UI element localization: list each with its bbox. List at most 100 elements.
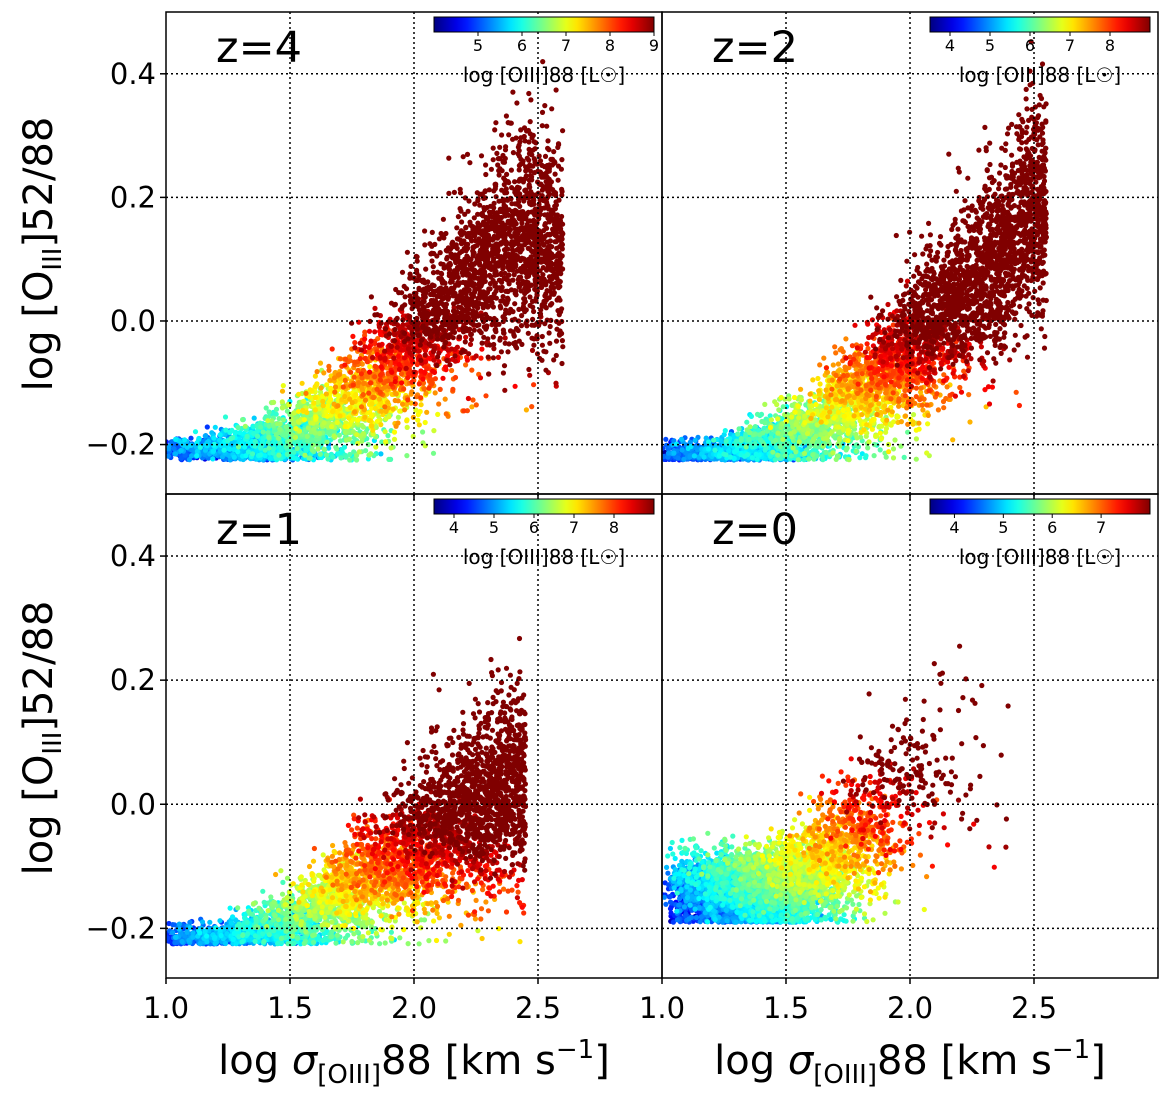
data-point <box>359 438 365 444</box>
data-point <box>397 408 403 414</box>
data-point <box>557 224 563 230</box>
data-point <box>510 150 516 156</box>
data-point <box>408 340 414 346</box>
data-point <box>439 271 445 277</box>
data-point <box>538 236 545 242</box>
data-point <box>548 211 554 217</box>
data-point <box>529 241 535 247</box>
data-point <box>527 119 533 125</box>
data-point <box>265 414 272 420</box>
data-point <box>477 202 483 208</box>
data-point <box>471 314 477 320</box>
data-point <box>334 419 340 426</box>
data-point <box>197 444 203 450</box>
data-point <box>430 270 437 276</box>
data-point <box>331 433 337 439</box>
data-point <box>391 338 398 344</box>
data-point <box>194 448 200 454</box>
data-point <box>527 168 534 174</box>
data-point <box>440 216 446 222</box>
data-point <box>231 446 237 453</box>
data-point <box>382 348 388 354</box>
data-point <box>503 186 509 192</box>
data-point <box>452 358 458 364</box>
data-point <box>242 423 248 429</box>
data-point <box>399 380 405 386</box>
data-point <box>518 268 525 274</box>
data-point <box>315 446 321 452</box>
data-point <box>424 330 430 336</box>
data-point <box>554 245 560 251</box>
data-point <box>279 399 285 405</box>
data-point <box>484 253 490 259</box>
data-point <box>501 330 507 336</box>
data-point <box>330 454 336 460</box>
data-point <box>194 440 200 446</box>
data-point <box>420 376 426 382</box>
data-point <box>251 430 257 437</box>
data-point <box>463 224 469 230</box>
data-point <box>338 455 344 461</box>
data-point <box>350 382 356 388</box>
data-point <box>479 228 485 234</box>
data-point <box>192 429 199 435</box>
data-point <box>244 433 250 439</box>
data-point <box>455 304 462 310</box>
data-point <box>278 447 284 453</box>
data-point <box>447 362 453 368</box>
data-point <box>407 275 413 281</box>
data-point <box>520 304 527 310</box>
data-point <box>502 335 508 341</box>
data-point <box>395 353 401 359</box>
data-point <box>463 297 469 303</box>
data-point <box>549 106 555 112</box>
data-point <box>549 291 555 297</box>
data-point <box>349 320 355 326</box>
data-point <box>358 371 364 377</box>
data-point <box>429 243 435 249</box>
data-point <box>448 277 454 283</box>
data-point <box>393 286 399 293</box>
data-point <box>343 454 349 460</box>
data-point <box>457 292 464 298</box>
data-point <box>473 299 479 305</box>
data-point <box>663 436 669 442</box>
data-point <box>541 164 548 170</box>
data-point <box>462 211 468 217</box>
data-point <box>467 219 473 225</box>
data-point <box>326 445 332 451</box>
data-point <box>400 401 406 407</box>
data-point <box>392 326 398 333</box>
data-point <box>467 160 473 166</box>
data-point <box>405 375 411 381</box>
data-point <box>481 205 487 211</box>
data-point <box>310 420 316 426</box>
data-point <box>381 380 387 386</box>
data-point <box>317 430 323 436</box>
data-point <box>553 87 559 93</box>
data-point <box>340 384 346 390</box>
data-point <box>502 387 508 393</box>
data-point <box>465 241 471 247</box>
data-point <box>549 283 555 289</box>
data-point <box>413 253 419 259</box>
data-point <box>401 355 407 361</box>
data-point <box>378 408 385 414</box>
data-point <box>503 113 509 119</box>
data-point <box>414 303 420 309</box>
data-point <box>335 372 342 378</box>
data-point <box>270 446 276 452</box>
data-point <box>559 186 565 192</box>
data-point <box>505 259 511 265</box>
data-point <box>356 380 362 386</box>
data-point <box>517 191 523 197</box>
data-point <box>499 132 505 138</box>
data-point <box>370 355 376 361</box>
data-point <box>525 284 532 290</box>
data-point <box>487 272 493 278</box>
data-point <box>497 144 503 150</box>
data-point <box>514 201 520 207</box>
data-point <box>217 432 223 438</box>
data-point <box>477 375 484 381</box>
data-point <box>416 381 422 387</box>
